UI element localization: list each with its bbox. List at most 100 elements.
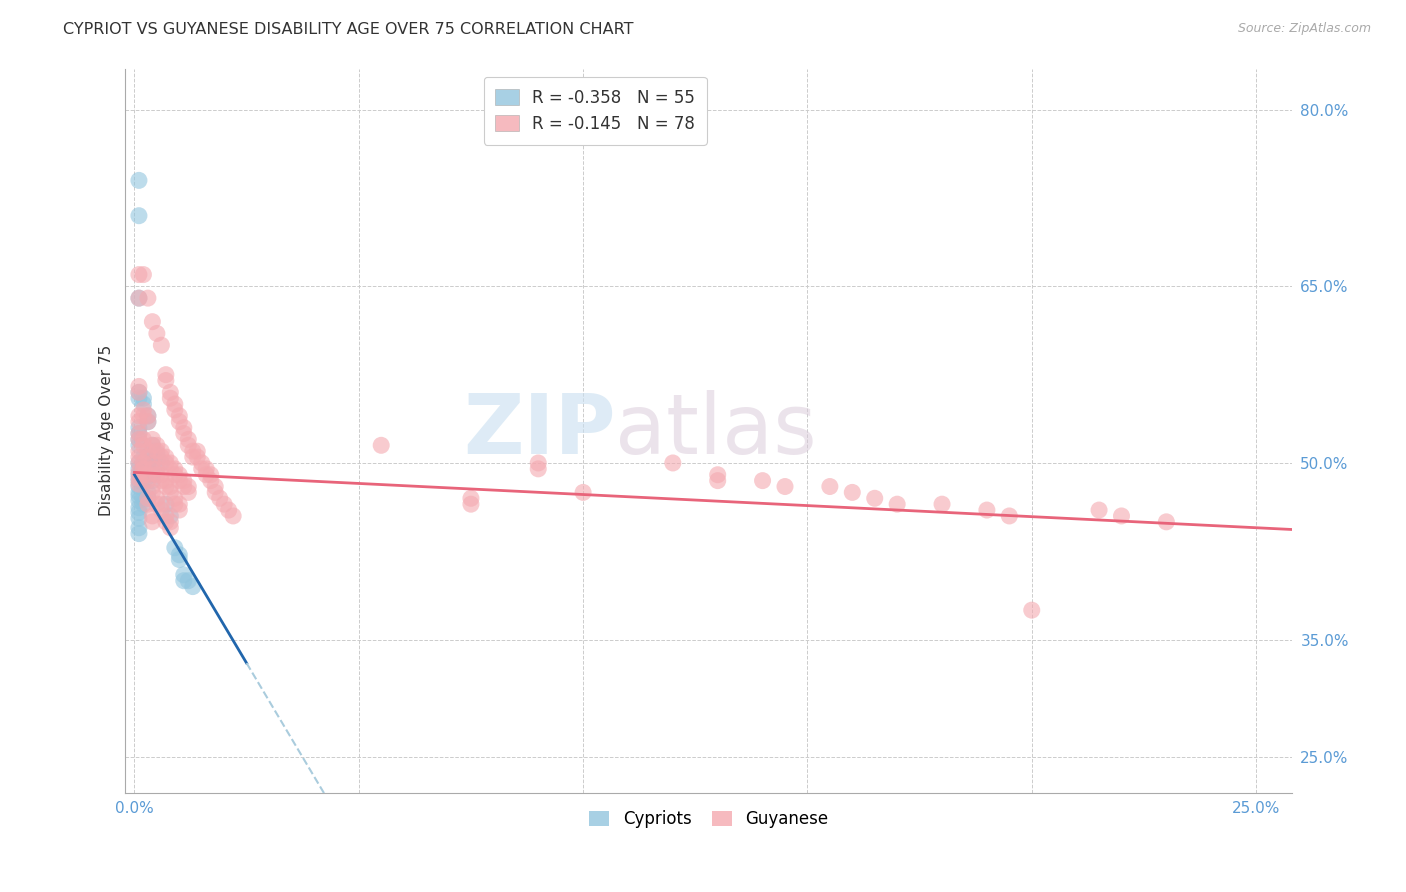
Point: [141, 515, 163, 529]
Point: [150, 450, 173, 464]
Point: [128, 385, 150, 400]
Point: [128, 474, 150, 488]
Point: [128, 391, 150, 405]
Point: [159, 385, 181, 400]
Point: [204, 485, 226, 500]
Point: [195, 462, 218, 476]
Point: [169, 497, 191, 511]
Point: [128, 489, 150, 503]
Point: [173, 567, 195, 582]
Point: [136, 485, 159, 500]
Point: [132, 397, 155, 411]
Point: [128, 467, 150, 482]
Point: [190, 456, 212, 470]
Point: [141, 456, 163, 470]
Point: [159, 456, 181, 470]
Point: [136, 444, 159, 458]
Point: [169, 409, 191, 423]
Point: [128, 493, 150, 508]
Point: [150, 503, 173, 517]
Point: [128, 433, 150, 447]
Point: [212, 497, 235, 511]
Point: [132, 475, 155, 490]
Point: [141, 444, 163, 458]
Point: [132, 268, 155, 282]
Point: [150, 467, 173, 482]
Point: [132, 450, 155, 464]
Point: [141, 438, 163, 452]
Point: [706, 474, 728, 488]
Point: [181, 580, 204, 594]
Point: [159, 508, 181, 523]
Point: [460, 491, 482, 506]
Text: CYPRIOT VS GUYANESE DISABILITY AGE OVER 75 CORRELATION CHART: CYPRIOT VS GUYANESE DISABILITY AGE OVER …: [63, 22, 634, 37]
Point: [1088, 503, 1111, 517]
Point: [132, 391, 155, 405]
Point: [141, 467, 163, 482]
Point: [998, 508, 1021, 523]
Point: [128, 426, 150, 441]
Point: [186, 444, 208, 458]
Point: [128, 456, 150, 470]
Point: [169, 474, 191, 488]
Point: [150, 444, 173, 458]
Point: [181, 450, 204, 464]
Point: [128, 505, 150, 519]
Point: [146, 491, 169, 506]
Point: [155, 368, 177, 382]
Point: [169, 415, 191, 429]
Point: [136, 409, 159, 423]
Point: [150, 474, 173, 488]
Point: [136, 467, 159, 482]
Point: [527, 462, 550, 476]
Point: [159, 521, 181, 535]
Point: [136, 462, 159, 476]
Point: [200, 474, 222, 488]
Point: [132, 438, 155, 452]
Point: [128, 500, 150, 515]
Point: [128, 521, 150, 535]
Point: [146, 326, 169, 341]
Point: [128, 456, 150, 470]
Point: [169, 467, 191, 482]
Point: [128, 409, 150, 423]
Point: [128, 415, 150, 429]
Point: [141, 479, 163, 493]
Point: [128, 444, 150, 458]
Point: [155, 515, 177, 529]
Point: [136, 415, 159, 429]
Point: [132, 456, 155, 470]
Point: [370, 438, 392, 452]
Point: [150, 456, 173, 470]
Point: [155, 374, 177, 388]
Point: [177, 433, 200, 447]
Point: [141, 438, 163, 452]
Point: [155, 450, 177, 464]
Point: [128, 511, 150, 525]
Point: [141, 485, 163, 500]
Point: [136, 456, 159, 470]
Point: [132, 403, 155, 417]
Point: [136, 474, 159, 488]
Point: [155, 456, 177, 470]
Point: [136, 491, 159, 506]
Point: [976, 503, 998, 517]
Point: [173, 420, 195, 434]
Point: [146, 462, 169, 476]
Point: [141, 474, 163, 488]
Point: [163, 541, 186, 555]
Point: [128, 420, 150, 434]
Point: [132, 491, 155, 506]
Point: [132, 456, 155, 470]
Y-axis label: Disability Age Over 75: Disability Age Over 75: [100, 345, 114, 516]
Point: [706, 467, 728, 482]
Point: [163, 462, 186, 476]
Point: [132, 497, 155, 511]
Point: [818, 479, 841, 493]
Point: [155, 508, 177, 523]
Point: [146, 446, 169, 460]
Point: [128, 450, 150, 464]
Point: [128, 471, 150, 485]
Point: [173, 479, 195, 493]
Point: [128, 426, 150, 441]
